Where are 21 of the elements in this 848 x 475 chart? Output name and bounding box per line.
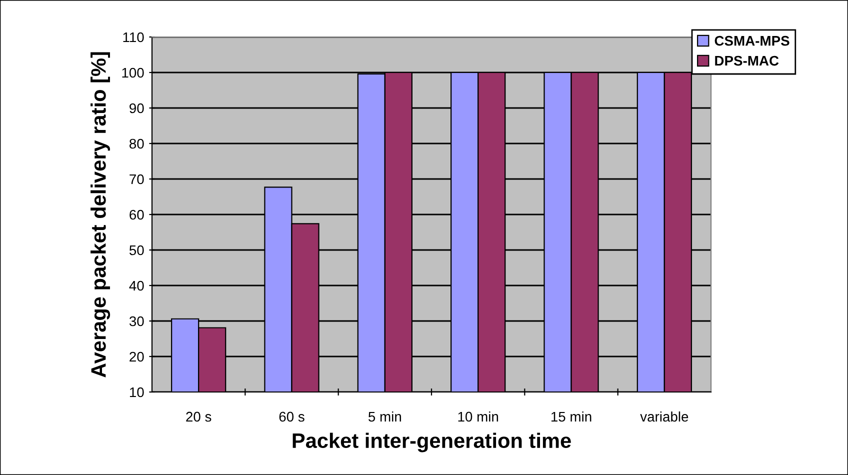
y-tick-label: 30 <box>129 316 144 326</box>
y-tick-label: 90 <box>130 103 144 114</box>
y-tick-label: 20 <box>130 352 144 362</box>
x-axis-title: Packet inter-generation time <box>292 432 571 452</box>
y-tick-label: 50 <box>129 245 144 256</box>
y-tick-label: 70 <box>130 174 144 184</box>
x-tick-label: 20 s <box>186 412 212 422</box>
x-tick-label: 15 min <box>551 411 592 422</box>
y-tick-label: 60 <box>130 210 144 220</box>
x-tick-label: 10 min <box>458 411 498 422</box>
y-axis-title: Average packet delivery ratio [%] <box>90 52 110 378</box>
y-tick-label: 10 <box>130 387 144 398</box>
y-tick-label: 40 <box>129 280 144 291</box>
x-tick-label: 60 s <box>279 412 304 422</box>
y-tick-label: 80 <box>130 138 144 149</box>
legend-label: CSMA-MPS <box>714 36 790 46</box>
legend-label: DPS-MAC <box>715 56 779 66</box>
x-tick-label: 5 min <box>368 411 401 422</box>
y-tick-label: 110 <box>123 32 144 42</box>
x-tick-label: variable <box>640 411 688 422</box>
y-tick-label: 100 <box>122 68 144 78</box>
